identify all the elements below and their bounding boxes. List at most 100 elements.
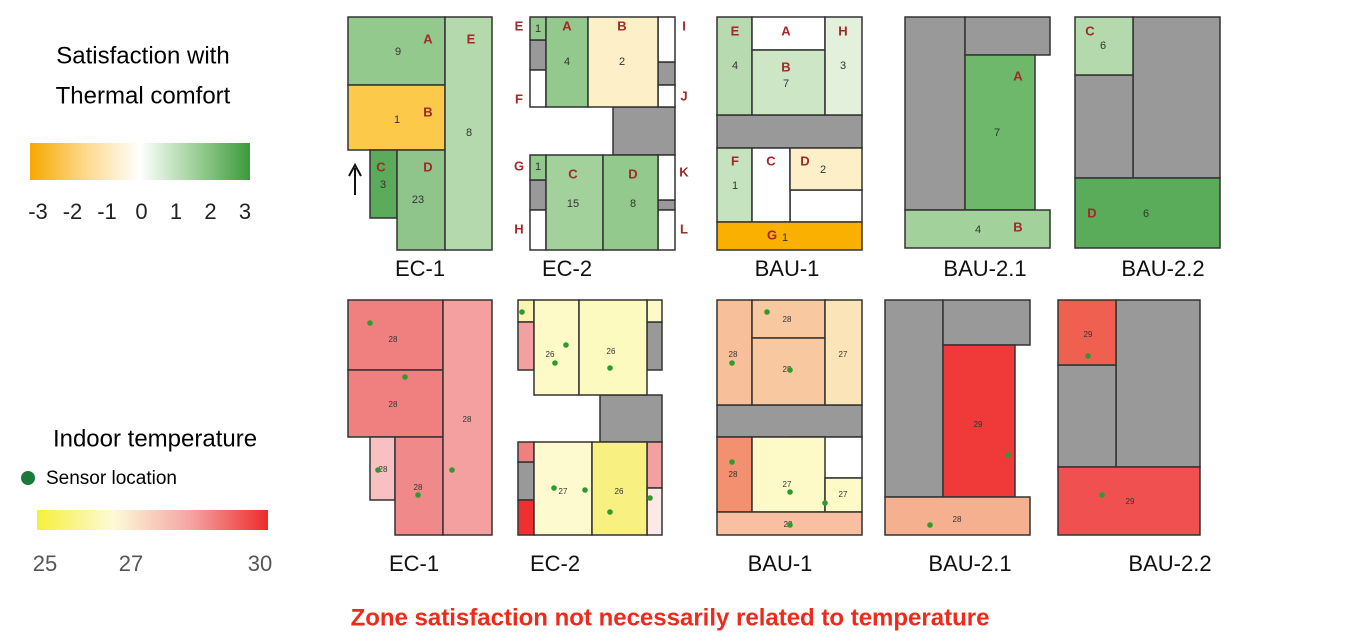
sensor-dot (582, 487, 588, 493)
plan-label: EC-2 (542, 256, 592, 281)
minor-area (517, 499, 535, 536)
sensor-dot (927, 522, 933, 528)
zone (716, 16, 753, 116)
unoccupied-area (964, 16, 1051, 56)
zone-temperature: 28 (414, 483, 423, 492)
zone-letter: C (1085, 23, 1095, 38)
zone (824, 16, 863, 116)
zone (824, 477, 863, 513)
unoccupied-area (529, 39, 547, 71)
zone-letter: H (514, 221, 523, 236)
unoccupied-area (657, 199, 676, 211)
legend-title: Thermal comfort (56, 82, 231, 109)
plan-label: BAU-2.2 (1121, 256, 1204, 281)
zone (789, 147, 863, 191)
zone-letter: I (682, 18, 686, 33)
zone-letter: K (679, 164, 689, 179)
sensor-dot (367, 320, 373, 326)
zone-count: 3 (840, 60, 846, 72)
floor-plan: C6D 6 (1074, 16, 1221, 249)
zone-count: 7 (783, 78, 789, 90)
unoccupied-area (884, 299, 944, 498)
minor-area (517, 321, 535, 371)
zone-letter: B (423, 104, 432, 119)
zone-temperature: 28 (379, 465, 388, 474)
zone-count: 9 (395, 46, 401, 58)
unoccupied-area (646, 321, 663, 371)
zone (824, 299, 863, 406)
zone-count: 4 (564, 56, 570, 68)
floor-plan: 2828282728272728 (716, 299, 863, 536)
sensor-dot (729, 360, 735, 366)
zone-temperature: 27 (783, 480, 792, 489)
zone-count: 15 (567, 198, 579, 210)
zone-temperature: 26 (607, 347, 616, 356)
zone-letter: J (680, 88, 687, 103)
zone-letter: G (514, 158, 524, 173)
zone-letter: C (766, 153, 776, 168)
zone (716, 221, 863, 251)
sensor-dot (647, 495, 653, 501)
zone-letter: A (562, 18, 572, 33)
zone-count: 4 (975, 224, 981, 236)
zone (1074, 16, 1134, 76)
legend-tick: 1 (170, 199, 182, 224)
sensor-dot (519, 309, 525, 315)
zone-count: 8 (466, 127, 472, 139)
minor-area (646, 487, 663, 536)
plan-label: EC-2 (530, 551, 580, 576)
zone-temperature: 27 (559, 487, 568, 496)
zone-letter: A (1013, 68, 1023, 83)
zone-letter: C (376, 159, 386, 174)
zone (964, 54, 1036, 211)
entrance-arrow (348, 162, 362, 195)
legend-tick: 27 (119, 551, 143, 576)
sensor-label: Sensor location (46, 468, 177, 489)
sensor-dot (1005, 452, 1011, 458)
zone-count: 1 (535, 161, 541, 173)
zone (657, 84, 676, 108)
zone (533, 441, 593, 536)
zone (657, 16, 676, 63)
zone (751, 436, 826, 513)
sensor-dot (1085, 353, 1091, 359)
legend-tick: -1 (97, 199, 117, 224)
zone (904, 209, 1051, 249)
unoccupied-area (716, 114, 863, 149)
zone (529, 69, 547, 108)
minor-area (517, 441, 535, 463)
legend-title: Satisfaction with (56, 42, 229, 69)
unoccupied-area (716, 404, 863, 438)
zone (587, 16, 659, 108)
sensor-dot (787, 489, 793, 495)
zone-letter: D (423, 159, 432, 174)
zone (444, 16, 493, 251)
floor-plan: A 7 B 4 (904, 16, 1051, 249)
zone-letter: D (1087, 205, 1096, 220)
sensor-dot (822, 500, 828, 506)
sensor-dot (449, 467, 455, 473)
zone (716, 147, 753, 223)
plan-label: EC-1 (395, 256, 445, 281)
zone-letter: B (1013, 219, 1022, 234)
floor-plan: 29 28 (884, 299, 1031, 536)
floor-plan: 26 26 27 26 (517, 299, 663, 536)
zone (884, 496, 1031, 536)
zone (533, 299, 580, 396)
zone (942, 344, 1016, 498)
zone-temperature: 29 (1084, 330, 1093, 339)
zone-count: 6 (1143, 208, 1149, 220)
unoccupied-area (1115, 299, 1201, 468)
zone (657, 209, 676, 251)
plan-label: BAU-1 (748, 551, 813, 576)
zone-letter: D (628, 166, 637, 181)
sensor-dot (1099, 492, 1105, 498)
floor-plan: 28 28 28 28 28 (347, 299, 493, 536)
zone-letter: G (767, 227, 777, 242)
zone-temperature: 27 (839, 350, 848, 359)
sensor-dot (607, 365, 613, 371)
sensor-dot (787, 522, 793, 528)
zone-temperature: 28 (463, 415, 472, 424)
zone-temperature: 27 (839, 490, 848, 499)
